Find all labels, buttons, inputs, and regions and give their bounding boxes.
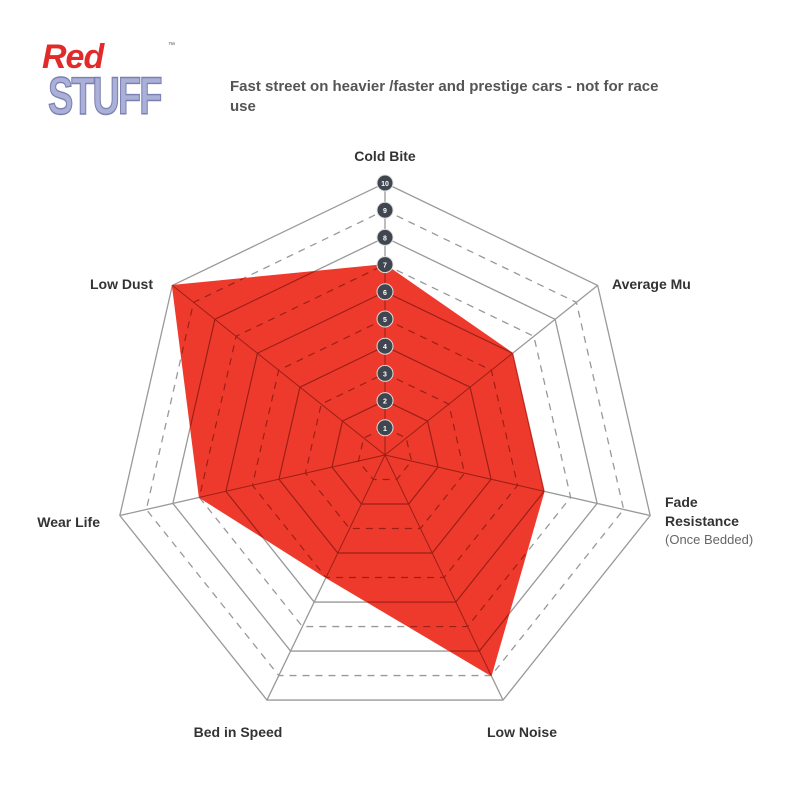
- overlay-ring: [331, 399, 439, 505]
- scale-tick-label: 1: [383, 426, 387, 433]
- scale-badge: [376, 174, 394, 192]
- axis-label: Fade: [665, 494, 698, 510]
- scale-tick-label: 3: [383, 371, 387, 378]
- scale-badge: [376, 419, 394, 437]
- overlay-spoke: [384, 454, 504, 676]
- scale-badge: [376, 337, 394, 355]
- overlay-ring: [357, 427, 413, 481]
- overlay-spoke: [384, 285, 545, 456]
- overlay-spoke: [172, 454, 386, 517]
- scale-badge: [376, 392, 394, 410]
- overlay-ring: [225, 291, 545, 603]
- overlay-ring: [172, 264, 545, 676]
- logo-red-text: Red: [42, 38, 104, 76]
- axis-label: Low Dust: [90, 276, 153, 292]
- scale-badge: [376, 228, 394, 246]
- axis-label: Average Mu: [612, 276, 691, 292]
- scale-tick-label: 10: [381, 181, 389, 188]
- redstuff-logo: Red STUFF ™: [40, 38, 190, 138]
- overlay-spoke: [172, 285, 386, 456]
- scale-badge: [376, 310, 394, 328]
- scale-badge: [376, 201, 394, 219]
- scale-badge: [376, 283, 394, 301]
- logo-trademark: ™: [168, 42, 175, 49]
- scale-tick-label: 5: [383, 317, 387, 324]
- axis-label: Bed in Speed: [194, 724, 283, 740]
- scale-tick-label: 4: [383, 344, 387, 351]
- scale-tick-label: 7: [383, 263, 387, 270]
- overlay-ring: [278, 345, 492, 554]
- scale-badge: [376, 256, 394, 274]
- grid-ring-10: [119, 182, 651, 701]
- chart-title: Fast street on heavier /faster and prest…: [230, 78, 659, 115]
- axis-label: Wear Life: [37, 514, 100, 530]
- grid-overlay: [172, 264, 545, 676]
- scale-badge: [376, 364, 394, 382]
- logo-stuff-text: STUFF: [47, 67, 162, 127]
- scale-tick-label: 8: [383, 235, 387, 242]
- axis-label: Resistance: [665, 513, 739, 529]
- scale-tick-label: 2: [383, 399, 387, 406]
- scale-tick-label: 9: [383, 208, 387, 215]
- axis-sublabel: (Once Bedded): [665, 532, 753, 547]
- overlay-spoke: [384, 454, 545, 517]
- axis-label: Cold Bite: [354, 148, 416, 164]
- scale-tick-label: 6: [383, 290, 387, 297]
- axis-label: Low Noise: [487, 724, 557, 740]
- overlay-ring: [304, 372, 466, 530]
- data-area: [171, 264, 545, 677]
